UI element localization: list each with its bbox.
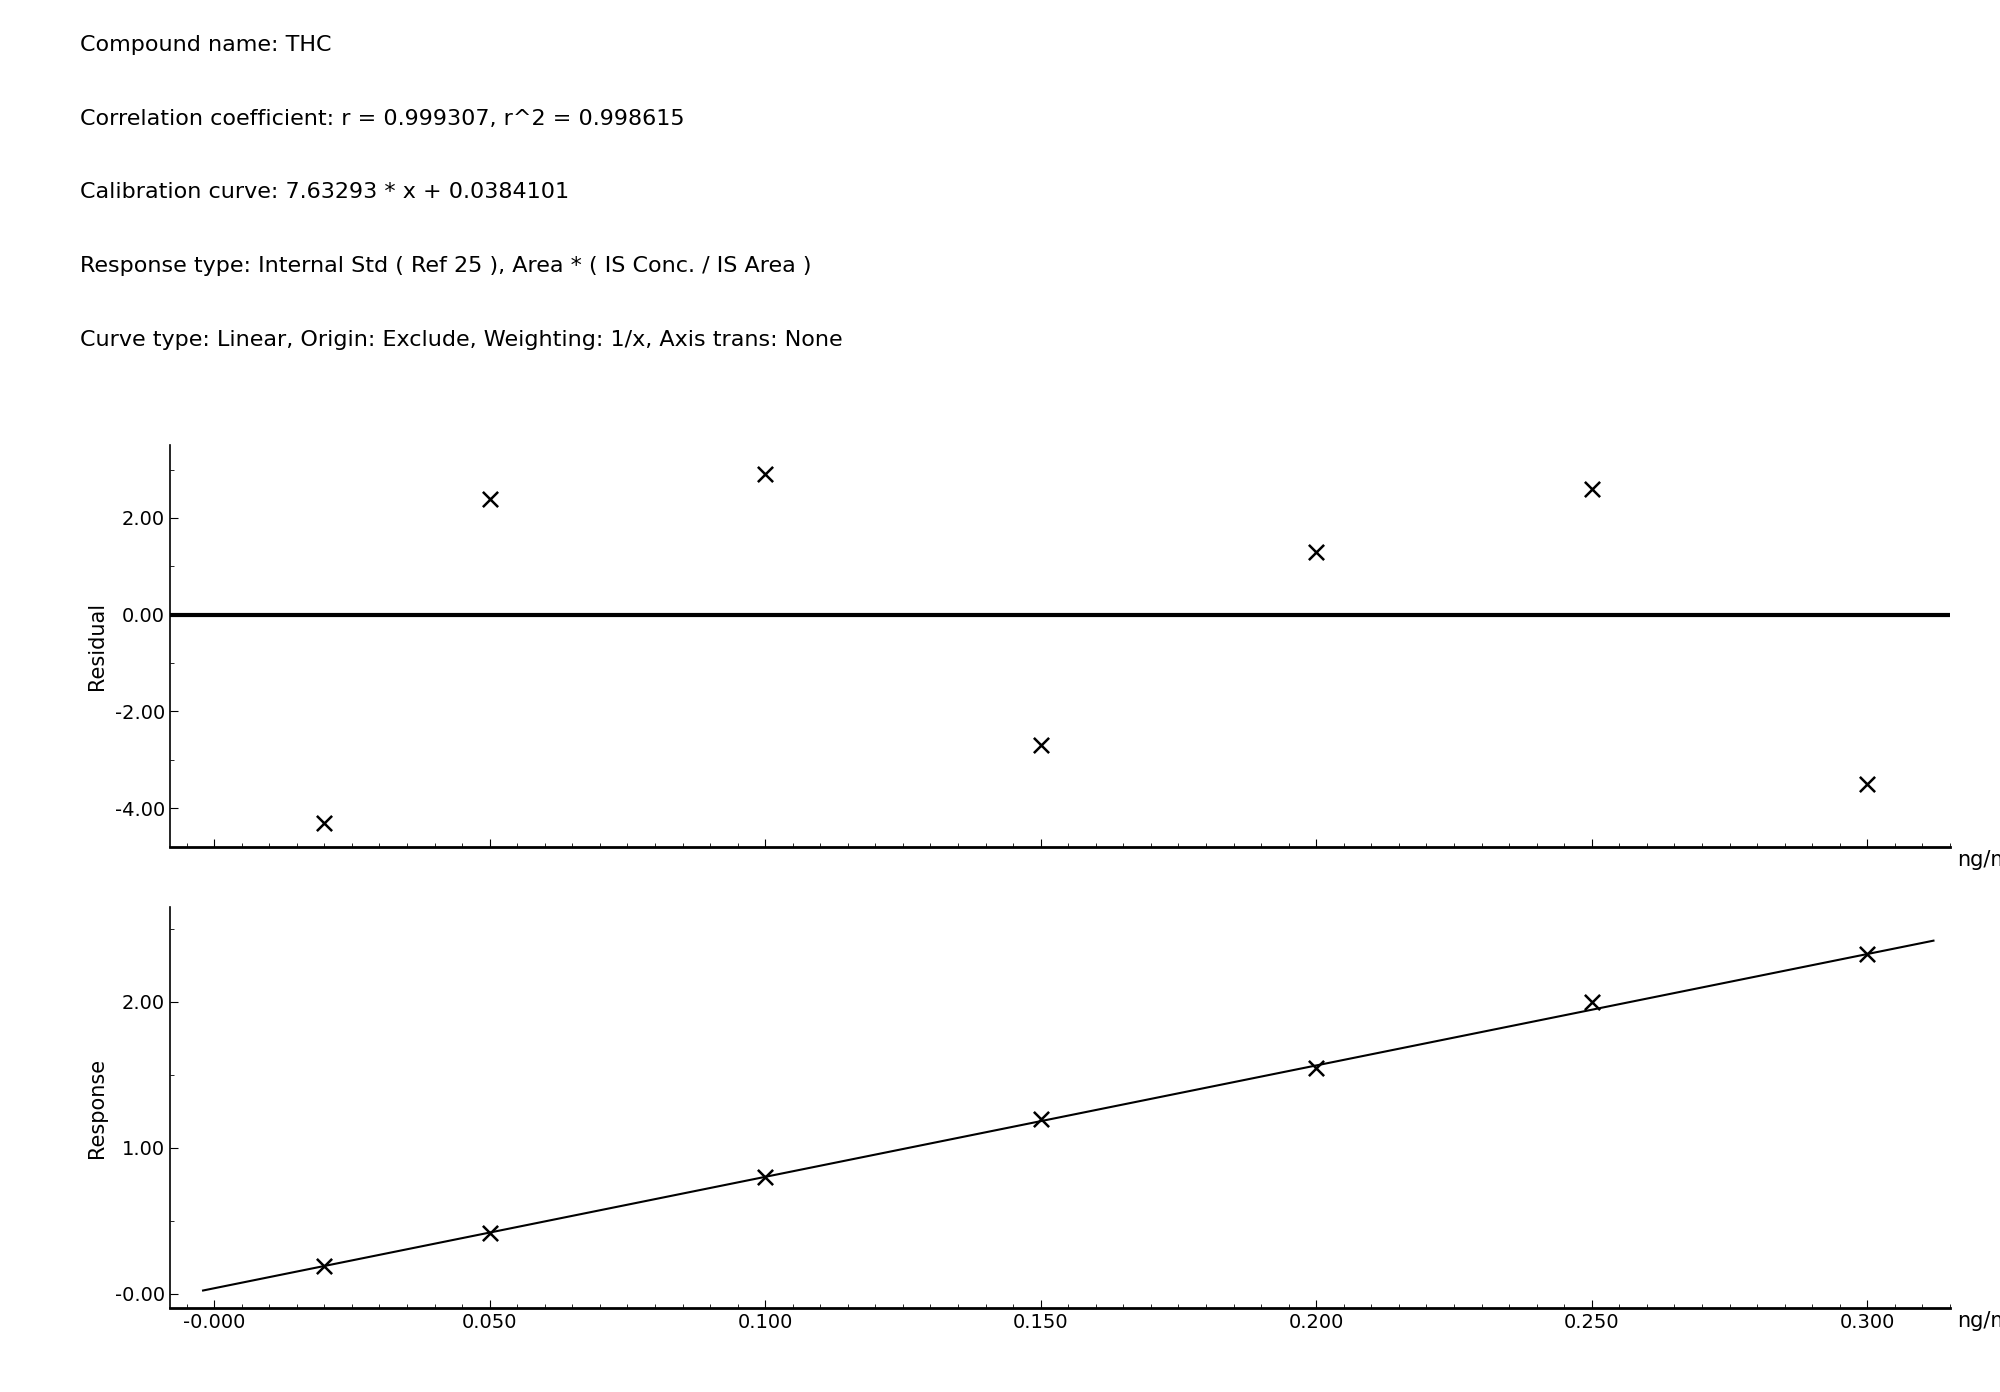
Text: Calibration curve: 7.63293 * x + 0.0384101: Calibration curve: 7.63293 * x + 0.03841… xyxy=(80,182,570,202)
Point xyxy=(308,812,340,834)
Point xyxy=(1024,734,1056,756)
Point xyxy=(308,1256,340,1278)
Text: ng/mg: ng/mg xyxy=(1956,849,2000,870)
Point xyxy=(1300,540,1332,562)
Point xyxy=(750,464,782,486)
Y-axis label: Residual: Residual xyxy=(86,603,106,690)
Point xyxy=(1852,773,1884,795)
Point xyxy=(1852,942,1884,965)
Text: Curve type: Linear, Origin: Exclude, Weighting: 1/x, Axis trans: None: Curve type: Linear, Origin: Exclude, Wei… xyxy=(80,330,842,349)
Y-axis label: Response: Response xyxy=(86,1058,106,1158)
Text: Response type: Internal Std ( Ref 25 ), Area * ( IS Conc. / IS Area ): Response type: Internal Std ( Ref 25 ), … xyxy=(80,256,812,276)
Text: ng/mg: ng/mg xyxy=(1956,1311,2000,1331)
Point xyxy=(1576,991,1608,1013)
Point xyxy=(1300,1057,1332,1079)
Point xyxy=(750,1166,782,1189)
Text: Correlation coefficient: r = 0.999307, r^2 = 0.998615: Correlation coefficient: r = 0.999307, r… xyxy=(80,109,684,128)
Point xyxy=(474,1221,506,1243)
Point xyxy=(1024,1108,1056,1130)
Point xyxy=(474,487,506,509)
Point xyxy=(1576,477,1608,500)
Text: Compound name: THC: Compound name: THC xyxy=(80,35,332,54)
